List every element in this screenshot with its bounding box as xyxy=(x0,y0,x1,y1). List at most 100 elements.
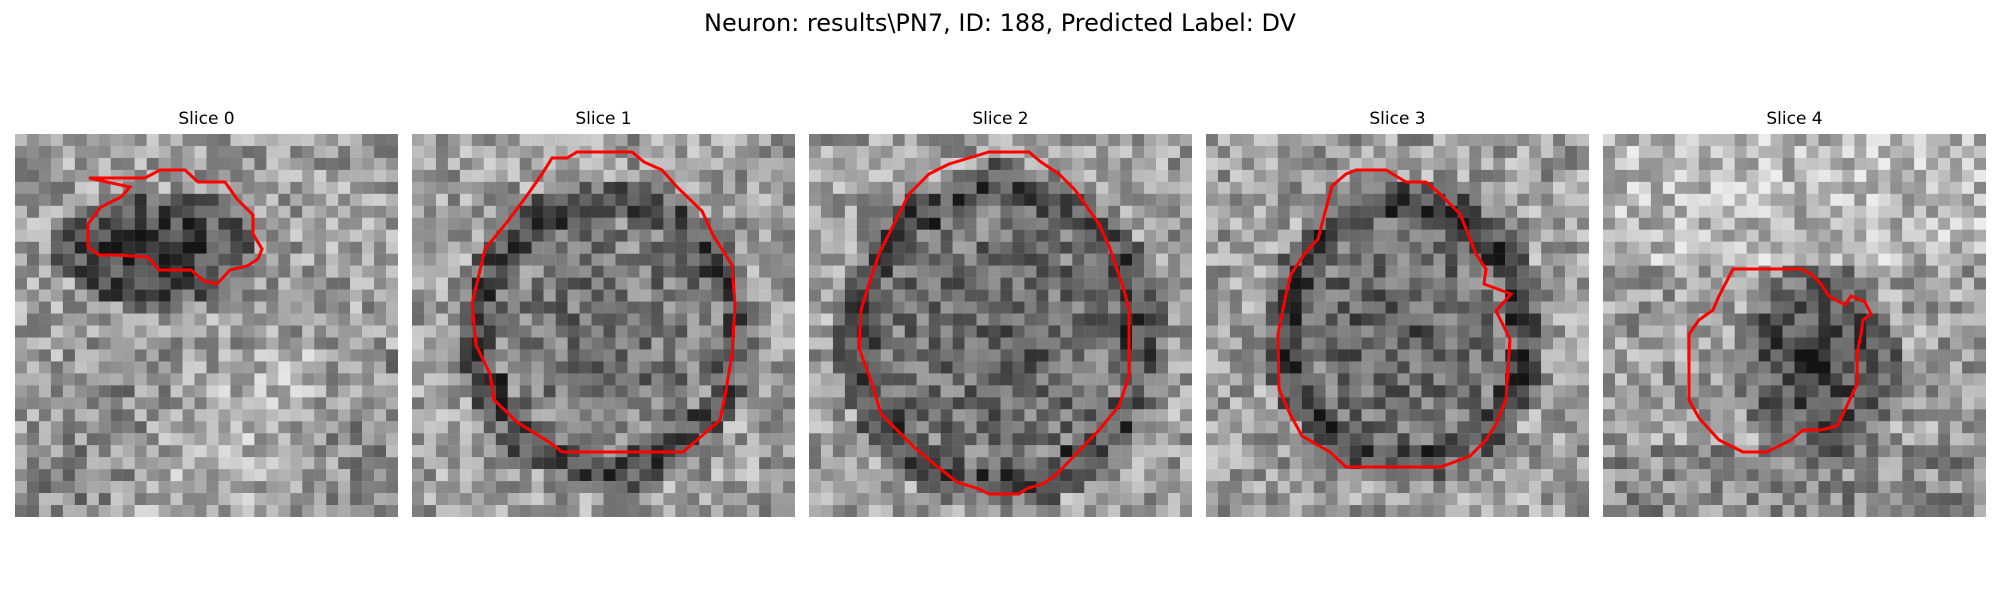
pixel-tile xyxy=(1397,397,1410,410)
pixel-tile xyxy=(1686,241,1699,254)
pixel-tile xyxy=(314,505,327,517)
pixel-tile xyxy=(194,289,207,302)
pixel-tile xyxy=(338,493,351,506)
pixel-tile xyxy=(1614,277,1628,290)
pixel-tile xyxy=(1650,241,1663,254)
pixel-tile xyxy=(759,205,772,218)
pixel-tile xyxy=(1301,277,1314,290)
pixel-tile xyxy=(1144,145,1157,159)
pixel-tile xyxy=(1325,217,1338,230)
pixel-tile xyxy=(1084,457,1097,470)
pixel-tile xyxy=(447,193,461,206)
pixel-tile xyxy=(447,301,461,314)
pixel-tile xyxy=(122,193,135,206)
pixel-tile xyxy=(820,289,834,302)
pixel-tile xyxy=(844,349,858,362)
pixel-tile xyxy=(1132,349,1145,362)
pixel-tile xyxy=(1938,409,1951,422)
pixel-tile xyxy=(110,397,123,410)
pixel-tile xyxy=(1132,493,1145,506)
pixel-tile xyxy=(615,277,628,290)
pixel-tile xyxy=(904,469,917,482)
pixel-tile xyxy=(1325,253,1338,266)
pixel-tile xyxy=(1890,145,1903,159)
pixel-tile xyxy=(1048,325,1061,338)
pixel-tile xyxy=(412,493,425,506)
pixel-tile xyxy=(266,397,279,410)
pixel-tile xyxy=(278,469,291,482)
pixel-tile xyxy=(1686,301,1699,314)
pixel-tile xyxy=(1421,385,1434,398)
pixel-tile xyxy=(326,205,339,218)
pixel-tile xyxy=(386,289,398,302)
pixel-tile xyxy=(386,205,398,218)
pixel-tile xyxy=(759,289,772,302)
pixel-tile xyxy=(1144,385,1157,398)
pixel-tile xyxy=(1108,505,1121,517)
pixel-tile xyxy=(1603,229,1616,242)
pixel-tile xyxy=(1553,289,1566,302)
pixel-tile xyxy=(62,349,75,362)
pixel-tile xyxy=(1445,289,1458,302)
pixel-tile xyxy=(1024,505,1037,517)
pixel-tile xyxy=(86,313,99,326)
pixel-tile xyxy=(820,313,834,326)
pixel-tile xyxy=(471,373,484,386)
pixel-tile xyxy=(880,493,893,506)
pixel-tile xyxy=(1180,193,1192,206)
pixel-tile xyxy=(1782,193,1795,206)
pixel-tile xyxy=(928,361,941,374)
pixel-tile xyxy=(627,373,640,386)
pixel-tile xyxy=(940,134,953,147)
pixel-tile xyxy=(86,265,99,278)
pixel-tile xyxy=(26,385,40,398)
slice-panel-2: Slice 2 xyxy=(809,108,1192,520)
pixel-tile xyxy=(1096,169,1109,183)
pixel-tile xyxy=(374,457,387,470)
pixel-tile xyxy=(964,241,977,254)
pixel-tile xyxy=(110,301,123,314)
pixel-tile xyxy=(1012,469,1025,482)
pixel-tile xyxy=(1517,421,1530,434)
pixel-tile xyxy=(15,193,28,206)
pixel-tile xyxy=(362,301,375,314)
pixel-tile xyxy=(1722,134,1735,147)
pixel-tile xyxy=(699,169,712,183)
pixel-tile xyxy=(928,313,941,326)
pixel-tile xyxy=(1277,373,1290,386)
pixel-tile xyxy=(495,205,508,218)
pixel-tile xyxy=(1024,397,1037,410)
pixel-tile xyxy=(531,361,544,374)
pixel-tile xyxy=(531,493,544,506)
pixel-tile xyxy=(639,385,652,398)
pixel-tile xyxy=(820,349,834,362)
pixel-tile xyxy=(50,217,64,230)
pixel-tile xyxy=(543,469,556,482)
pixel-tile xyxy=(1301,325,1314,338)
pixel-tile xyxy=(1565,205,1578,218)
pixel-tile xyxy=(543,397,556,410)
pixel-tile xyxy=(747,409,760,422)
pixel-tile xyxy=(1180,134,1192,147)
pixel-tile xyxy=(1000,277,1013,290)
pixel-tile xyxy=(350,169,363,183)
pixel-tile xyxy=(1373,289,1386,302)
pixel-tile xyxy=(350,493,363,506)
pixel-tile xyxy=(1096,157,1109,171)
pixel-tile xyxy=(338,289,351,302)
pixel-tile xyxy=(771,421,784,434)
pixel-tile xyxy=(1144,361,1157,374)
pixel-tile xyxy=(928,217,941,230)
pixel-tile xyxy=(1638,241,1652,254)
pixel-tile xyxy=(110,229,123,242)
pixel-tile xyxy=(1758,241,1771,254)
pixel-tile xyxy=(362,145,375,159)
pixel-tile xyxy=(338,157,351,171)
pixel-tile xyxy=(74,349,87,362)
pixel-tile xyxy=(1397,373,1410,386)
pixel-tile xyxy=(1409,134,1422,147)
pixel-tile xyxy=(435,457,449,470)
pixel-tile xyxy=(783,145,795,159)
pixel-tile xyxy=(134,217,147,230)
pixel-tile xyxy=(567,134,580,147)
